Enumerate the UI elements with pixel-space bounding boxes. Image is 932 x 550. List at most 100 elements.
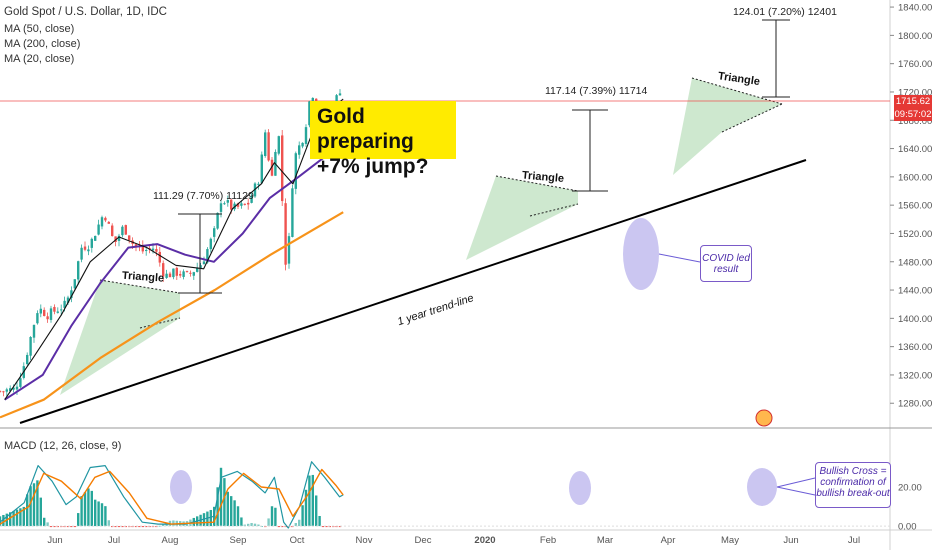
- candle-body: [223, 203, 226, 205]
- candle-body: [281, 135, 284, 202]
- candle-body: [145, 250, 148, 252]
- macd-hist-bar: [301, 505, 304, 527]
- candle-body: [162, 263, 165, 277]
- time-axis[interactable]: Jun Jul Aug Sep Oct Nov Dec 2020 Feb Mar Apr May Jun…: [47, 535, 860, 546]
- trendline[interactable]: [19, 159, 807, 424]
- price-tick-label: 1400.00: [898, 314, 932, 325]
- candle-body: [128, 235, 131, 240]
- macd-hist-bar: [233, 500, 236, 527]
- time-tick-label: Jul: [108, 535, 120, 546]
- time-tick-label: Nov: [356, 535, 373, 546]
- candle-body: [114, 236, 117, 242]
- triangle-2-lower: [529, 203, 579, 217]
- candle-body: [158, 251, 161, 263]
- candle-body: [284, 203, 287, 265]
- price-tick-label: 1480.00: [898, 257, 932, 268]
- macd-hist-bar: [304, 489, 308, 527]
- candle-body: [168, 273, 172, 278]
- candle-body: [12, 387, 15, 390]
- symbol-title[interactable]: Gold Spot / U.S. Dollar, 1D, IDC: [4, 6, 167, 18]
- candle-body: [148, 247, 151, 249]
- candle-body: [172, 268, 175, 278]
- covid-note: COVID led result: [700, 245, 752, 282]
- candle-body: [15, 386, 19, 390]
- macd-hist-bar: [321, 526, 325, 528]
- measurement-brackets: [178, 19, 790, 294]
- macd-indicator-label[interactable]: MACD (12, 26, close, 9): [4, 440, 122, 452]
- macd-hist-bar: [12, 510, 15, 527]
- headline-callout: Gold preparing +7% jump?: [310, 101, 456, 178]
- time-tick-label: 2020: [474, 535, 495, 546]
- candle-body: [209, 238, 212, 250]
- macd-hist-bar: [308, 475, 311, 527]
- macd-hist-bar: [104, 506, 107, 527]
- candle-body: [250, 195, 253, 203]
- candle-body: [49, 308, 53, 320]
- candle-body: [301, 142, 304, 147]
- candle-body: [36, 313, 39, 324]
- macd-hist-bar: [277, 526, 280, 528]
- macd-hist-bar: [46, 522, 49, 527]
- price-axis[interactable]: 1280.00 1320.00 1360.00 1400.00 1440.00 1480.…: [890, 3, 932, 410]
- time-tick-label: Dec: [415, 535, 432, 546]
- candle-body: [216, 212, 219, 229]
- candle-body: [94, 235, 97, 241]
- time-tick-label: Mar: [597, 535, 613, 546]
- moving-averages: [0, 98, 344, 419]
- candle-body: [73, 279, 76, 289]
- candle-body: [155, 249, 158, 252]
- candle-body: [70, 290, 73, 298]
- candle-body: [182, 271, 185, 277]
- candle-body: [260, 154, 263, 184]
- candle-body: [213, 228, 216, 237]
- covid-highlight: [623, 218, 659, 290]
- macd-hist-bar: [53, 526, 56, 528]
- macd-hist-bar: [121, 526, 124, 528]
- macd-hist-bar: [209, 509, 212, 527]
- candle-body: [264, 132, 267, 157]
- macd-histogram: [0, 467, 342, 528]
- macd-hist-bar: [83, 492, 87, 527]
- macd-hist-bar: [80, 496, 83, 527]
- last-price-tag: 1715.62: [894, 95, 932, 108]
- candle-body: [189, 272, 192, 274]
- macd-hist-bar: [77, 513, 80, 527]
- candle-body: [179, 274, 182, 276]
- candle-body: [298, 145, 301, 155]
- macd-hist-bar: [22, 506, 25, 527]
- macd-hist-bar: [267, 518, 270, 527]
- candle-body: [63, 300, 66, 308]
- macd-hist-bar: [253, 523, 257, 527]
- macd-hist-bar: [230, 496, 233, 527]
- time-tick-label: Jul: [848, 535, 860, 546]
- triangle-1-lower: [139, 317, 181, 329]
- macd-hist-bar: [87, 488, 90, 527]
- macd-hist-bar: [19, 508, 22, 527]
- candle-body: [43, 309, 46, 316]
- candle-body: [32, 324, 36, 338]
- headline-line-2: +7% jump?: [317, 155, 429, 178]
- macd-hist-bar: [100, 503, 104, 527]
- indicator-ma200[interactable]: MA (200, close): [4, 38, 81, 50]
- measure-1-label: 111.29 (7.70%) 11129: [153, 190, 254, 202]
- time-tick-label: Jun: [47, 535, 62, 546]
- price-tick-label: 1640.00: [898, 144, 932, 155]
- candle-body: [83, 246, 87, 250]
- measure-3-label: 124.01 (7.20%) 12401: [733, 6, 837, 18]
- indicator-ma20[interactable]: MA (20, close): [4, 53, 75, 65]
- candle-body: [5, 389, 8, 392]
- price-tick-label: 1320.00: [898, 370, 932, 381]
- candle-body: [0, 390, 2, 392]
- triangle-1-label: Triangle: [122, 270, 165, 285]
- triangle-3-label: Triangle: [717, 70, 760, 88]
- macd-hist-bar: [281, 526, 284, 528]
- macd-hist-bar: [158, 525, 161, 527]
- time-tick-label: Jun: [783, 535, 798, 546]
- triangle-3-shape: [673, 78, 782, 175]
- candle-body: [175, 267, 178, 276]
- headline-line-1: Gold preparing: [317, 105, 414, 153]
- time-tick-label: Aug: [162, 535, 179, 546]
- indicator-ma50[interactable]: MA (50, close): [4, 23, 75, 35]
- price-tick-label: 1840.00: [898, 3, 932, 14]
